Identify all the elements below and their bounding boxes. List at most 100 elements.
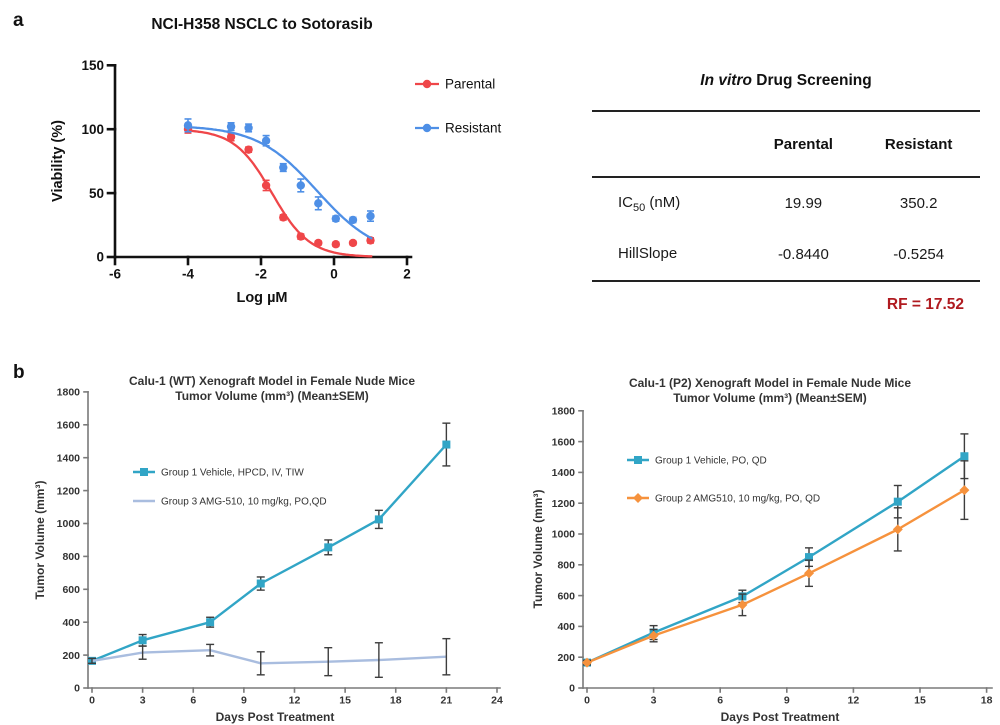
dose-response-title: NCI-H358 NSCLC to Sotorasib bbox=[151, 16, 373, 33]
data-point bbox=[314, 199, 323, 208]
svg-text:1200: 1200 bbox=[552, 498, 576, 510]
legend: Group 1 Vehicle, HPCD, IV, TIW Group 3 AM… bbox=[133, 468, 327, 508]
svg-text:800: 800 bbox=[62, 551, 80, 563]
chart-xenograft-wt: Calu-1 (WT) Xenograft Model in Female Nu… bbox=[33, 374, 503, 724]
svg-text:1400: 1400 bbox=[552, 467, 576, 479]
svg-text:3: 3 bbox=[651, 695, 657, 707]
svg-text:1000: 1000 bbox=[57, 518, 81, 530]
data-point bbox=[206, 618, 215, 627]
data-point bbox=[422, 123, 432, 133]
series-1 bbox=[183, 124, 375, 258]
data-point bbox=[634, 456, 642, 464]
svg-text:9: 9 bbox=[241, 695, 247, 707]
error-bar bbox=[374, 642, 383, 679]
svg-text:400: 400 bbox=[62, 617, 80, 629]
fit-curve bbox=[187, 125, 373, 240]
error-bar bbox=[206, 643, 215, 657]
svg-text:15: 15 bbox=[914, 695, 926, 707]
svg-text:Days Post Treatment: Days Post Treatment bbox=[216, 710, 335, 724]
svg-text:12: 12 bbox=[848, 695, 860, 707]
panel-b-label: b bbox=[13, 362, 25, 383]
data-point bbox=[256, 579, 265, 588]
legend-item: Group 1 Vehicle, HPCD, IV, TIW bbox=[133, 468, 304, 479]
svg-text:150: 150 bbox=[81, 58, 104, 73]
data-point bbox=[442, 440, 451, 449]
svg-text:Viability (%): Viability (%) bbox=[50, 120, 66, 202]
svg-text:Group 3 AMG-510, 10 mg/kg, PO,: Group 3 AMG-510, 10 mg/kg, PO,QD bbox=[161, 497, 327, 508]
data-point bbox=[805, 553, 813, 562]
dose-response-chart: 0 50 100 150 -6 -4 -2 0 2 Log µM Viability (%) Pare… bbox=[50, 58, 502, 306]
ic50-parental-value: 19.99 bbox=[784, 195, 823, 212]
svg-text:1000: 1000 bbox=[552, 529, 576, 541]
data-point bbox=[804, 568, 814, 579]
svg-text:50: 50 bbox=[89, 186, 104, 201]
svg-text:24: 24 bbox=[491, 695, 503, 707]
error-bar bbox=[442, 637, 451, 676]
svg-text:Days Post Treatment: Days Post Treatment bbox=[721, 710, 840, 724]
rf-value: RF = 17.52 bbox=[886, 296, 964, 313]
chart-xenograft-p2: Calu-1 (P2) Xenograft Model in Female Nu… bbox=[531, 376, 993, 724]
data-point bbox=[893, 497, 902, 506]
data-point bbox=[960, 452, 969, 461]
svg-text:0: 0 bbox=[569, 683, 575, 695]
data-point bbox=[331, 214, 341, 223]
drug-screening-table: In vitro Drug Screening Parental Resista… bbox=[592, 60, 980, 314]
data-point bbox=[324, 543, 333, 552]
data-point bbox=[138, 636, 147, 645]
legend-item: Resistant bbox=[415, 121, 502, 136]
data-point bbox=[366, 236, 375, 245]
svg-text:0: 0 bbox=[96, 250, 104, 265]
svg-text:100: 100 bbox=[81, 122, 104, 137]
legend-item: Group 2 AMG510, 10 mg/kg, PO, QD bbox=[627, 493, 820, 505]
panel-a-label: a bbox=[13, 10, 24, 31]
data-point bbox=[279, 213, 288, 222]
series-1 bbox=[583, 433, 969, 667]
legend: Parental Resistant bbox=[415, 77, 502, 136]
data-point bbox=[244, 145, 253, 154]
data-point bbox=[226, 122, 236, 131]
data-point bbox=[261, 181, 271, 190]
data-point bbox=[366, 211, 375, 221]
hillslope-parental-value: -0.8440 bbox=[749, 229, 858, 282]
legend-item: Parental bbox=[415, 77, 495, 92]
svg-text:Tumor Volume (mm³) (Mean±SEM): Tumor Volume (mm³) (Mean±SEM) bbox=[673, 391, 866, 405]
svg-text:-6: -6 bbox=[109, 267, 121, 282]
data-point bbox=[737, 599, 748, 610]
series-line bbox=[586, 455, 966, 664]
svg-text:18: 18 bbox=[981, 695, 993, 707]
table-header-parental: Parental bbox=[749, 111, 858, 178]
svg-text:200: 200 bbox=[557, 652, 575, 664]
data-point bbox=[314, 238, 323, 248]
data-point bbox=[582, 657, 592, 668]
data-point bbox=[296, 181, 305, 190]
fit-curve bbox=[187, 129, 373, 258]
svg-text:0: 0 bbox=[74, 683, 80, 695]
svg-text:600: 600 bbox=[62, 584, 80, 596]
svg-text:Group 1 Vehicle, HPCD, IV, TIW: Group 1 Vehicle, HPCD, IV, TIW bbox=[161, 468, 304, 479]
svg-text:6: 6 bbox=[717, 695, 723, 707]
data-point bbox=[374, 515, 383, 524]
chart-dose-response: 0 50 100 150 -6 -4 -2 0 2 Log µM Viability (%) Pare… bbox=[50, 58, 502, 306]
error-bar bbox=[138, 645, 147, 660]
series-2 bbox=[183, 118, 375, 240]
svg-text:0: 0 bbox=[89, 695, 95, 707]
svg-text:Parental: Parental bbox=[445, 77, 495, 92]
svg-text:Tumor Volume (mm³) (Mean±SEM): Tumor Volume (mm³) (Mean±SEM) bbox=[175, 389, 368, 403]
table-row-ic50: IC50 (nM) 19.99 350.2 bbox=[592, 177, 980, 229]
svg-text:1600: 1600 bbox=[552, 436, 576, 448]
error-bar bbox=[88, 657, 96, 665]
svg-text:2: 2 bbox=[403, 267, 411, 282]
table-header-row: Parental Resistant bbox=[592, 111, 980, 178]
legend-item: Group 3 AMG-510, 10 mg/kg, PO,QD bbox=[133, 497, 327, 508]
series-2 bbox=[88, 637, 451, 679]
data-point bbox=[633, 493, 643, 503]
data-point bbox=[331, 240, 341, 249]
axes bbox=[578, 409, 993, 693]
data-point bbox=[348, 215, 358, 225]
svg-text:Resistant: Resistant bbox=[445, 121, 502, 136]
data-point bbox=[959, 485, 970, 496]
data-point bbox=[648, 630, 659, 641]
hillslope-resistant-value: -0.5254 bbox=[857, 229, 980, 282]
svg-text:800: 800 bbox=[557, 559, 575, 571]
